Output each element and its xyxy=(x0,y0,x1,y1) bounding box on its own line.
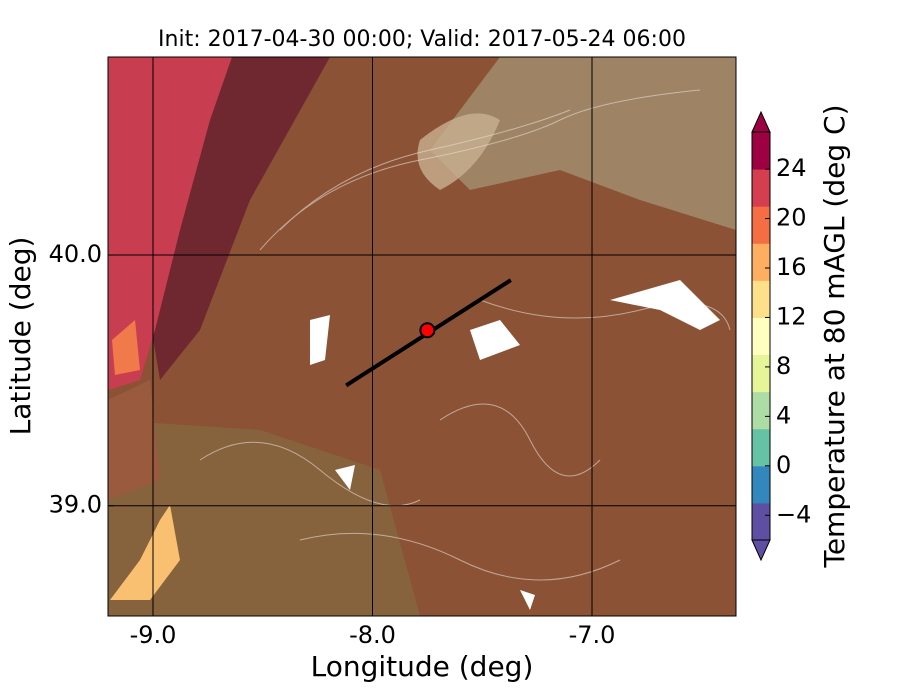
map-background xyxy=(108,57,736,616)
colorbar-extend-top xyxy=(751,110,771,133)
colorbar-label: Temperature at 80 mAGL (deg C) xyxy=(818,104,851,568)
y-tick-label: 39.0 xyxy=(49,491,102,519)
colorbar-band xyxy=(752,280,770,318)
colorbar-tick-label: 0 xyxy=(776,451,791,479)
plot-area xyxy=(108,57,736,616)
colorbar-tick-label: 4 xyxy=(776,401,791,429)
colorbar-tick-label: 24 xyxy=(776,154,807,182)
colorbar-tick-label: 12 xyxy=(776,302,807,330)
colorbar-frame xyxy=(751,131,771,541)
x-tick-label: -9.0 xyxy=(130,621,177,649)
colorbar-tick-label: −4 xyxy=(776,500,811,528)
chart-title: Init: 2017-04-30 00:00; Valid: 2017-05-2… xyxy=(158,27,686,52)
colorbar-band xyxy=(752,132,770,170)
y-axis-label: Latitude (deg) xyxy=(4,237,37,436)
colorbar-extend-bottom xyxy=(751,539,771,562)
colorbar-band xyxy=(752,169,770,207)
location-marker xyxy=(419,322,436,339)
colorbar-tick-label: 20 xyxy=(776,204,807,232)
colorbar-band xyxy=(752,428,770,467)
axes-frame xyxy=(107,56,737,617)
colorbar-band xyxy=(752,465,770,504)
colorbar-band xyxy=(752,317,770,356)
colorbar-band xyxy=(752,391,770,430)
colorbar-band xyxy=(752,206,770,244)
colorbar-tick-label: 16 xyxy=(776,253,807,281)
colorbar-tick-label: 8 xyxy=(776,352,791,380)
colorbar-band xyxy=(752,243,770,281)
x-axis-label: Longitude (deg) xyxy=(311,650,534,683)
colorbar-band xyxy=(752,354,770,393)
y-tick-label: 40.0 xyxy=(49,240,102,268)
x-tick-label: -7.0 xyxy=(569,621,616,649)
x-tick-label: -8.0 xyxy=(349,621,396,649)
colorbar-band xyxy=(752,502,770,541)
